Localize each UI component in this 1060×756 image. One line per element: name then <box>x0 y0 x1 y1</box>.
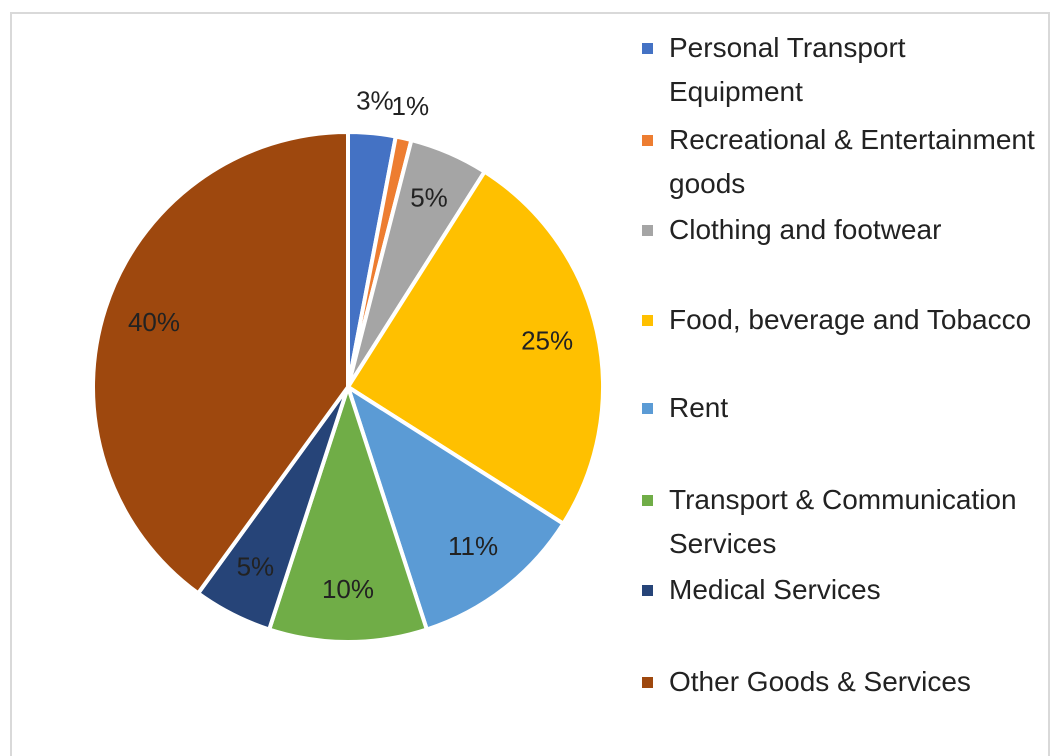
legend-item: Personal Transport Equipment <box>640 26 1045 114</box>
legend-label: Recreational & Entertainment goods <box>669 124 1035 199</box>
legend-item: Clothing and footwear <box>640 208 1045 252</box>
chart-frame <box>10 12 1050 756</box>
data-label: 1% <box>392 91 430 121</box>
legend-label: Other Goods & Services <box>669 666 971 697</box>
legend-swatch <box>642 135 653 146</box>
legend-item: Recreational & Entertainment goods <box>640 118 1045 206</box>
data-label: 40% <box>128 307 180 337</box>
data-label: 25% <box>521 325 573 355</box>
legend-swatch <box>642 677 653 688</box>
legend-swatch <box>642 225 653 236</box>
legend-swatch <box>642 585 653 596</box>
legend-label: Personal Transport Equipment <box>669 32 906 107</box>
data-label: 11% <box>448 531 498 561</box>
legend-item: Other Goods & Services <box>640 660 1045 704</box>
legend-swatch <box>642 43 653 54</box>
data-label: 3% <box>356 86 394 116</box>
data-label: 5% <box>237 552 275 582</box>
legend-item: Food, beverage and Tobacco <box>640 298 1045 342</box>
legend-item: Medical Services <box>640 568 1045 612</box>
legend-label: Transport & Communication Services <box>669 484 1017 559</box>
pie-slice <box>91 129 350 597</box>
pie-slice <box>345 168 605 527</box>
legend-label: Rent <box>669 392 729 423</box>
data-label: 5% <box>410 183 448 213</box>
pie-slice <box>266 380 430 644</box>
legend-label: Clothing and footwear <box>669 214 942 245</box>
legend-swatch <box>642 403 653 414</box>
legend-swatch <box>642 495 653 506</box>
legend-label: Medical Services <box>669 574 881 605</box>
legend-swatch <box>642 315 653 326</box>
legend-label: Food, beverage and Tobacco <box>669 304 1032 335</box>
data-label: 10% <box>322 574 374 604</box>
legend-item: Transport & Communication Services <box>640 478 1045 566</box>
pie-slice <box>344 382 567 633</box>
legend-item: Rent <box>640 386 1045 430</box>
